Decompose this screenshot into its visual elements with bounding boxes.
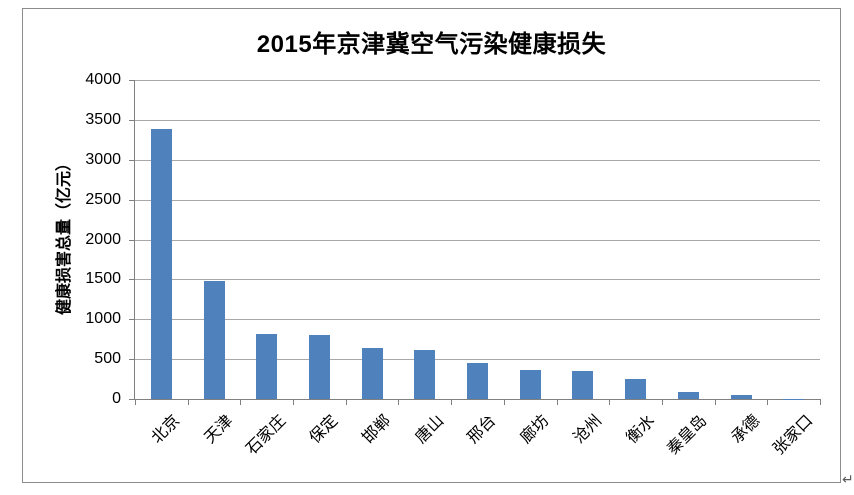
y-tick-label: 3000 [85,151,121,168]
x-category-label: 唐山 [412,412,448,447]
x-category-label: 张家口 [769,412,816,459]
x-category-label: 廊坊 [517,412,553,447]
bar [256,333,278,399]
y-tick-label: 1500 [85,270,121,287]
bar [308,334,330,399]
x-category-label: 邢台 [465,412,500,447]
x-category-label: 保定 [306,412,342,447]
y-tick-mark [129,279,135,280]
x-tick-mark [135,399,136,405]
y-tick-mark [129,399,135,400]
x-category-label: 邯郸 [359,412,395,447]
y-tick-mark [129,359,135,360]
bar [361,347,383,399]
bar [203,281,225,399]
y-tick-mark [129,120,135,121]
x-category-label: 北京 [148,412,184,447]
x-tick-mark [557,399,558,405]
gridline [135,319,820,320]
x-tick-mark [346,399,347,405]
bar [467,363,488,399]
x-tick-mark [451,399,452,405]
x-category-label: 秦皇岛 [664,412,711,459]
y-tick-label: 500 [94,350,121,367]
x-tick-mark [398,399,399,405]
y-tick-label: 2500 [85,191,121,208]
y-tick-mark [129,80,135,81]
y-tick-mark [129,240,135,241]
x-tick-mark [188,399,189,405]
x-tick-mark [767,399,768,405]
x-category-label: 石家庄 [242,412,289,459]
bar [677,391,699,399]
x-tick-mark [240,399,241,405]
bar [519,369,541,399]
paragraph-return-mark: ↵ [842,471,854,487]
y-tick-mark [129,160,135,161]
x-tick-mark [715,399,716,405]
gridline [135,240,820,241]
x-category-label: 沧州 [570,412,606,447]
y-tick-label: 3500 [85,111,121,128]
bar [730,395,752,399]
x-tick-mark [820,399,821,405]
y-tick-label: 4000 [85,71,121,88]
gridline [135,160,820,161]
gridline [135,279,820,280]
bar [150,129,172,399]
x-category-label: 天津 [201,412,237,447]
y-tick-mark [129,319,135,320]
bar [572,371,594,399]
plot-area: 0 500 1000 1500 2000 2500 3000 3500 4000 北京 天津 石家庄保… [85,71,821,458]
bar [625,378,647,399]
gridline [135,120,820,121]
x-tick-mark [293,399,294,405]
chart-title: 2015年京津冀空气污染健康损失 [256,31,607,58]
x-category-label: 承德 [728,412,764,447]
y-tick-label: 2000 [85,231,121,248]
chart-frame: 2015年京津冀空气污染健康损失 健康损害总量（亿元） 0 500 1000 1500… [22,8,841,483]
x-tick-mark [609,399,610,405]
y-tick-label: 1000 [85,310,121,327]
bar [414,350,436,399]
y-tick-label: 0 [112,390,121,407]
gridline [135,200,820,201]
x-tick-mark [662,399,663,405]
y-tick-mark [129,200,135,201]
x-category-label: 衡水 [623,412,658,447]
gridline [135,359,820,360]
gridline [135,80,820,81]
x-tick-mark [504,399,505,405]
